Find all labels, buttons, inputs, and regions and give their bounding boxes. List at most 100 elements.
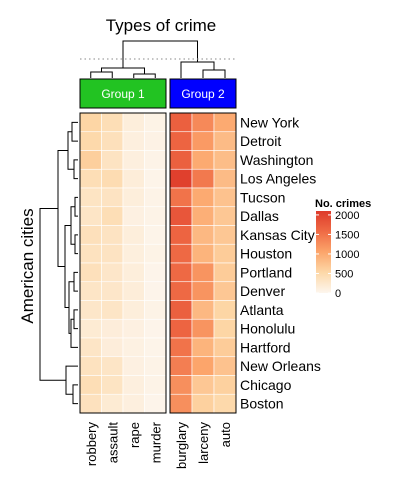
legend-tick-label: 2000 xyxy=(335,210,359,222)
heatmap-cell xyxy=(122,375,145,395)
row-label: Washington xyxy=(240,152,313,168)
heatmap-cell xyxy=(169,187,193,208)
heatmap-cell xyxy=(122,393,145,414)
legend-tick-label: 1500 xyxy=(335,229,359,241)
row-label: Tucson xyxy=(240,189,285,205)
column-dendrogram xyxy=(80,40,236,78)
heatmap-cell xyxy=(144,318,167,339)
heatmap-cell xyxy=(191,337,215,358)
heatmap-cell xyxy=(144,262,167,283)
heatmap-cell xyxy=(79,393,102,414)
dendrogram-branch xyxy=(71,121,78,142)
row-label: Detroit xyxy=(240,133,281,149)
heatmap-cell xyxy=(144,112,167,133)
row-label: Portland xyxy=(240,264,292,280)
heatmap-cell xyxy=(144,300,167,320)
heatmap-cell xyxy=(191,206,215,226)
heatmap-cell xyxy=(79,168,102,189)
dendrogram-branch xyxy=(70,206,75,245)
dendrogram-branch xyxy=(67,131,74,170)
row-label: Honolulu xyxy=(240,321,295,337)
heatmap-cell xyxy=(169,131,193,151)
dendrogram-branch xyxy=(73,159,78,180)
row-label: Kansas City xyxy=(240,227,315,243)
heatmap-cell xyxy=(101,168,124,189)
heatmap-cell xyxy=(169,393,193,414)
row-labels: New York Detroit Washington Los Angeles Tucs… xyxy=(240,114,321,411)
dendrogram-branch xyxy=(72,384,78,405)
group-header-1 xyxy=(79,78,167,109)
heatmap-cell xyxy=(101,356,124,376)
heatmap-cell xyxy=(144,243,167,264)
heatmap-cell xyxy=(191,393,215,414)
column-label: robbery xyxy=(84,422,99,467)
row-label: Los Angeles xyxy=(240,171,316,187)
group-header-label: Group 1 xyxy=(101,87,145,101)
heatmap-cell xyxy=(101,131,124,151)
heatmap-cell xyxy=(169,243,193,264)
dendrogram-branch xyxy=(202,69,226,78)
heatmap-cell xyxy=(191,112,215,133)
heatmap-cell xyxy=(191,375,215,395)
heatmap-cell xyxy=(79,262,102,283)
legend-color-bar xyxy=(316,211,331,293)
legend-tick-label: 0 xyxy=(335,288,341,300)
heatmap-cell xyxy=(101,337,124,358)
dendrogram-branch xyxy=(74,196,78,217)
heatmap-cell xyxy=(79,131,102,151)
dendrogram-branch xyxy=(101,67,145,74)
chart-title: Types of crime xyxy=(106,16,217,35)
dendrogram-branch xyxy=(64,225,71,309)
dendrogram-branch xyxy=(74,234,78,255)
heatmap-cell xyxy=(101,375,124,395)
legend-title: No. crimes xyxy=(315,198,371,210)
heatmap-cell xyxy=(101,300,124,320)
row-label: Houston xyxy=(240,246,292,262)
heatmap-cell xyxy=(101,262,124,283)
dendrogram-branch xyxy=(122,40,198,68)
row-label: New York xyxy=(240,114,300,130)
heatmap-cell xyxy=(144,168,167,189)
heatmap-cell xyxy=(79,225,102,245)
heatmap-cell xyxy=(122,318,145,339)
heatmap-cell xyxy=(144,281,167,301)
heatmap-cell xyxy=(169,300,193,320)
heatmap-cell xyxy=(79,300,102,320)
group-header-label: Group 2 xyxy=(181,87,225,101)
heatmap-cell xyxy=(144,225,167,245)
group-headers: Group 1 Group 2 xyxy=(79,78,237,109)
heatmap-cell xyxy=(213,393,237,414)
heatmap-cell xyxy=(169,225,193,245)
row-label: Atlanta xyxy=(240,302,284,318)
panel-border xyxy=(79,112,167,414)
heatmap-cell xyxy=(122,168,145,189)
row-label: Dallas xyxy=(240,208,279,224)
heatmap-cell xyxy=(169,168,193,189)
heatmap-cell xyxy=(191,318,215,339)
dendrogram-branch xyxy=(73,271,78,292)
row-label: Boston xyxy=(240,396,284,412)
heatmap-cell xyxy=(213,375,237,395)
heatmap-cell xyxy=(169,150,193,170)
row-label: Hartford xyxy=(240,339,291,355)
heatmap-cell xyxy=(122,112,145,133)
column-label: murder xyxy=(148,421,163,463)
row-label: New Orleans xyxy=(240,358,321,374)
heatmap-cell xyxy=(79,337,102,358)
heatmap-cell xyxy=(191,356,215,376)
heatmap-cell xyxy=(144,187,167,208)
row-label: Chicago xyxy=(240,377,292,393)
heatmap-cell xyxy=(213,281,237,301)
panel-border xyxy=(169,112,237,414)
heatmap-cell xyxy=(79,187,102,208)
heatmap-cell xyxy=(101,225,124,245)
color-legend: No. crimes 2000 1500 1000 500 0 xyxy=(315,198,371,300)
heatmap-cell xyxy=(213,225,237,245)
heatmap-cell xyxy=(213,262,237,283)
heatmap-cell xyxy=(144,337,167,358)
column-label: larceny xyxy=(196,422,211,464)
heatmap-cell xyxy=(101,243,124,264)
heatmap-cell xyxy=(122,300,145,320)
heatmap-cell xyxy=(169,375,193,395)
heatmap-cell xyxy=(213,243,237,264)
